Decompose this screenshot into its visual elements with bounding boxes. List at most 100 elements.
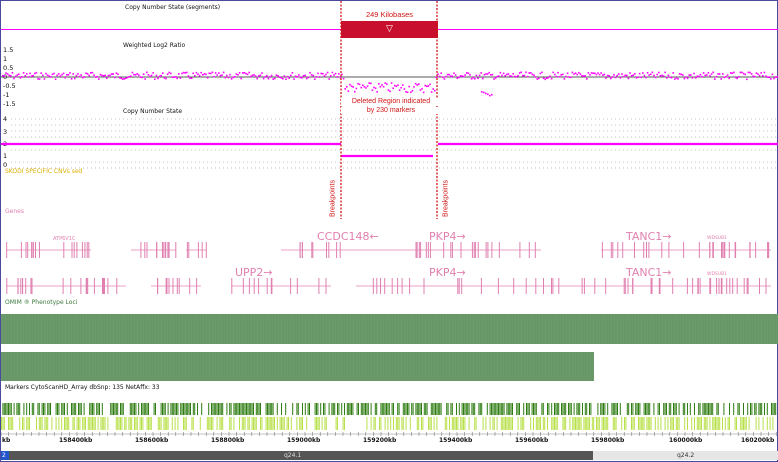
- marker-dark: [93, 403, 95, 415]
- marker-dark: [468, 403, 470, 415]
- log2-point: [430, 91, 433, 93]
- gene-label[interactable]: WDSUB1: [707, 236, 728, 241]
- marker-light: [380, 417, 382, 430]
- marker-dark: [255, 403, 257, 415]
- log2-point: [85, 72, 87, 75]
- log2-point: [19, 77, 22, 79]
- marker-dark: [450, 403, 452, 415]
- gene-exon: [427, 242, 429, 258]
- gene-exon: [86, 278, 88, 294]
- gene-label[interactable]: CCDC148←: [317, 230, 379, 243]
- gene-label[interactable]: WDSUB1: [707, 272, 728, 277]
- gene-label[interactable]: PKP4→: [429, 266, 466, 279]
- gene-exon: [519, 242, 521, 258]
- log2-point: [302, 75, 305, 77]
- triangle-down-icon[interactable]: ▽: [386, 23, 393, 33]
- marker-dark: [668, 403, 670, 415]
- log2-point: [654, 76, 657, 79]
- gene-exon: [697, 278, 699, 294]
- log2-point: [630, 75, 633, 77]
- band-q24-1[interactable]: [1, 451, 593, 460]
- marker-dark: [64, 403, 65, 415]
- log2-point: [11, 72, 14, 74]
- gene-exon: [722, 242, 724, 258]
- marker-light: [10, 417, 12, 430]
- marker-light: [745, 417, 747, 430]
- gene-exon: [451, 242, 453, 258]
- log2-point: [261, 72, 263, 74]
- gene-label[interactable]: TANC1→: [626, 230, 672, 243]
- gene-exon: [81, 242, 83, 258]
- log2-point: [114, 76, 116, 79]
- log2-point: [206, 77, 209, 79]
- marker-dark: [437, 403, 439, 415]
- marker-dark: [397, 403, 399, 415]
- log2-point: [166, 73, 169, 75]
- log2-point: [304, 74, 306, 77]
- omim-locus-bar-1[interactable]: [1, 314, 778, 344]
- marker-dark: [418, 403, 420, 415]
- gene-exon: [668, 242, 670, 258]
- log2-point: [638, 72, 641, 75]
- log2-point: [507, 73, 510, 75]
- gene-label[interactable]: ATP6V1C: [53, 236, 76, 242]
- marker-dark: [467, 403, 469, 415]
- marker-dark: [155, 403, 156, 415]
- marker-dark: [582, 403, 583, 415]
- band-q24-2[interactable]: [593, 451, 778, 460]
- marker-dark: [710, 403, 712, 415]
- deleted-region-label-2: by 230 markers: [341, 107, 441, 114]
- gene-exon: [178, 278, 180, 294]
- marker-light: [736, 417, 737, 430]
- marker-dark: [775, 403, 777, 415]
- marker-dark: [367, 403, 369, 415]
- log2-point: [162, 72, 164, 74]
- log2-point: [386, 83, 388, 85]
- log2-point: [176, 77, 178, 80]
- log2-point: [739, 71, 742, 74]
- log2-point: [174, 76, 177, 78]
- marker-light: [740, 417, 742, 430]
- marker-light: [288, 417, 289, 430]
- log2-point: [458, 76, 460, 79]
- log2-point: [165, 77, 167, 80]
- marker-light: [125, 417, 127, 430]
- gene-label[interactable]: PKP4→: [429, 230, 466, 243]
- gene-exon: [755, 242, 757, 258]
- marker-dark: [6, 403, 8, 415]
- marker-dark: [2, 403, 4, 415]
- gene-exon: [485, 242, 487, 258]
- marker-light: [463, 417, 464, 430]
- marker-light: [461, 417, 463, 430]
- marker-light: [485, 417, 487, 430]
- log2-point: [485, 73, 487, 75]
- log2-point: [627, 77, 630, 80]
- marker-dark: [517, 403, 519, 415]
- log2-point: [267, 77, 270, 80]
- gene-label[interactable]: UPP2→: [235, 266, 273, 279]
- gene-exon: [164, 242, 166, 258]
- gene-exon: [423, 278, 425, 294]
- log2-point: [352, 86, 354, 88]
- log2-point: [37, 78, 39, 80]
- gene-label[interactable]: TANC1→: [626, 266, 672, 279]
- marker-dark: [230, 403, 232, 415]
- log2-point: [494, 77, 497, 79]
- marker-light: [148, 417, 149, 430]
- marker-light: [535, 417, 537, 430]
- marker-light: [705, 417, 707, 430]
- log2-point: [3, 75, 6, 77]
- marker-dark: [489, 403, 491, 415]
- marker-light: [584, 417, 586, 430]
- gene-exon: [17, 278, 19, 294]
- log2-point: [158, 75, 161, 78]
- marker-light: [68, 417, 70, 430]
- log2-point: [107, 74, 110, 77]
- marker-dark: [733, 403, 735, 415]
- gene-exon: [594, 278, 596, 294]
- marker-dark: [603, 403, 604, 415]
- deletion-segment-box[interactable]: [341, 21, 438, 38]
- marker-dark: [674, 403, 676, 415]
- marker-light: [73, 417, 75, 430]
- marker-dark: [167, 403, 169, 415]
